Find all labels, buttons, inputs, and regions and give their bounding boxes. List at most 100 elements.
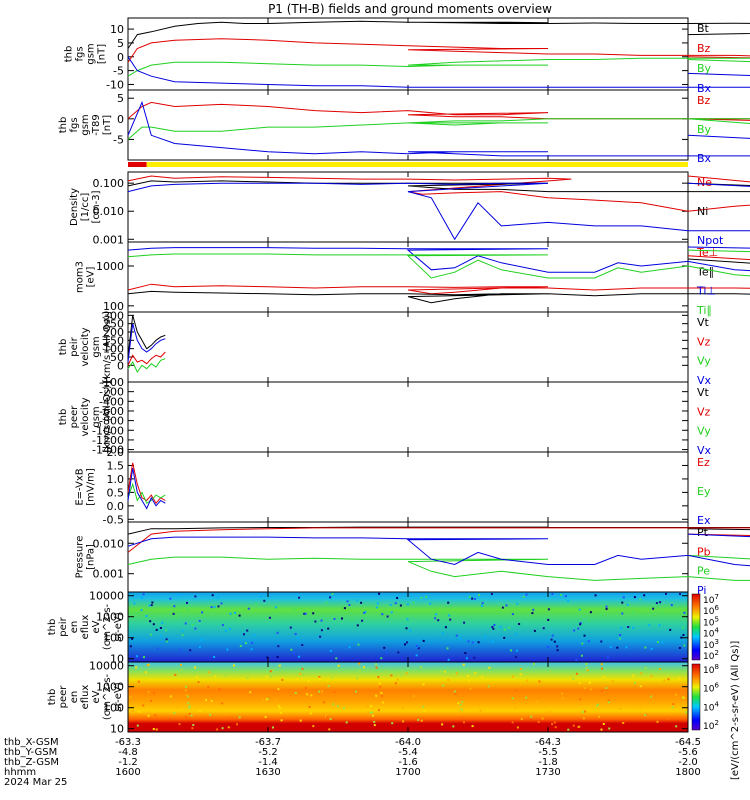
legend-entry: Pb bbox=[697, 545, 711, 558]
axis-row-label: hhmm bbox=[4, 767, 36, 778]
legend-entry: Ti∥ bbox=[696, 304, 712, 317]
spectrogram-cell bbox=[551, 723, 554, 726]
spectrogram-cell bbox=[655, 602, 658, 604]
spectrogram-cell bbox=[579, 623, 582, 626]
y-axis-label: thb bbox=[58, 339, 69, 356]
spectrogram-cell bbox=[656, 720, 659, 723]
spectrogram-cell bbox=[377, 709, 380, 712]
spectrogram-cell bbox=[307, 680, 310, 683]
spectrogram-cell bbox=[159, 627, 162, 629]
spectrogram-cell bbox=[643, 594, 646, 597]
spectrogram-cell bbox=[381, 613, 384, 616]
spectrogram-cell bbox=[510, 649, 513, 652]
spectrogram-cell bbox=[343, 707, 345, 710]
spectrogram-cell bbox=[581, 711, 584, 713]
spectrogram-cell bbox=[639, 598, 642, 601]
y-axis-label: [mV/m] bbox=[86, 468, 97, 506]
panel-6: -1400-1200-1000-800-600-400-200 thb peer ve… bbox=[58, 381, 712, 457]
spectrogram-cell bbox=[560, 593, 562, 596]
spectrogram-cell bbox=[331, 676, 334, 679]
spectrogram-cell bbox=[577, 627, 580, 630]
legend-entry: Bz bbox=[697, 94, 711, 107]
spectrogram-cell bbox=[525, 593, 528, 596]
spectrogram-cell bbox=[210, 699, 213, 702]
series-line-Bt bbox=[127, 20, 750, 49]
y-tick-label: 100 bbox=[103, 702, 124, 715]
status-bar-yellow bbox=[146, 162, 688, 167]
spectrogram-cell bbox=[621, 612, 624, 615]
spectrogram-cell bbox=[178, 611, 181, 614]
spectrogram-cell bbox=[394, 712, 397, 715]
spectrogram-cell bbox=[325, 601, 328, 604]
spectrogram-cell bbox=[561, 692, 563, 695]
series-line-Pb bbox=[127, 527, 750, 553]
spectrogram-cell bbox=[394, 673, 397, 676]
spectrogram-cell bbox=[477, 641, 480, 644]
axis-tick-value: -1.2 bbox=[118, 757, 138, 768]
spectrogram-cell bbox=[169, 695, 172, 698]
spectrogram-cell bbox=[446, 647, 449, 650]
y-tick-label: -5 bbox=[113, 65, 124, 78]
spectrogram-cell bbox=[332, 703, 335, 706]
spectrogram-cell bbox=[531, 612, 534, 615]
spectrogram-cell bbox=[327, 627, 330, 630]
spectrogram-cell bbox=[224, 629, 227, 632]
axis-tick-value: -64.5 bbox=[675, 737, 701, 748]
y-tick-label: 150 bbox=[103, 334, 124, 347]
spectrogram-cell bbox=[588, 682, 591, 684]
spectrogram-cell bbox=[551, 593, 554, 596]
spectrogram-cell bbox=[675, 693, 677, 696]
y-tick-label: 1000 bbox=[96, 260, 124, 273]
spectrogram-cell bbox=[425, 595, 428, 598]
spectrogram-cell bbox=[600, 663, 603, 666]
y-axis-label: [km/s (All Qs)] bbox=[102, 381, 113, 453]
spectrogram-cell bbox=[596, 704, 598, 707]
legend-entry: By bbox=[697, 123, 712, 136]
spectrogram-cell bbox=[441, 723, 444, 726]
axis-tick-value: -5.5 bbox=[538, 747, 558, 758]
spectrogram-cell bbox=[462, 716, 465, 719]
spectrogram-cell bbox=[554, 726, 557, 729]
spectrogram-cell bbox=[161, 621, 164, 624]
series-line-Vz bbox=[127, 351, 166, 366]
spectrogram-cell bbox=[467, 679, 470, 682]
series-line-Pt bbox=[127, 526, 750, 535]
spectrogram-cell bbox=[439, 670, 442, 673]
spectrogram-cell bbox=[582, 717, 585, 720]
spectrogram-cell bbox=[129, 645, 132, 648]
spectrogram-cell bbox=[361, 619, 364, 622]
spectrogram-cell bbox=[146, 664, 149, 667]
spectrogram-cell bbox=[541, 717, 544, 720]
spectrogram-cell bbox=[213, 605, 216, 608]
spectrogram-cell bbox=[501, 606, 504, 609]
spectrogram-cell bbox=[277, 705, 280, 708]
spectrogram-cell bbox=[336, 705, 339, 708]
y-tick-label: 0.5 bbox=[107, 486, 125, 499]
axis-row-label: 2024 Mar 25 bbox=[4, 777, 67, 788]
y-axis-label: eflux bbox=[80, 685, 91, 710]
y-axis-label: gsm bbox=[80, 114, 91, 135]
spectrogram-cell bbox=[373, 724, 376, 727]
spectrogram-cell bbox=[305, 687, 307, 689]
spectrogram-cell bbox=[269, 670, 272, 673]
spectrogram-cell bbox=[608, 701, 610, 704]
spectrogram-cell bbox=[397, 651, 400, 654]
spectrogram-cell bbox=[189, 649, 192, 652]
spectrogram-cell bbox=[505, 604, 508, 607]
spectrogram-cell bbox=[253, 634, 256, 636]
spectrogram-cell bbox=[341, 617, 343, 620]
y-axis-label: eV bbox=[91, 620, 102, 633]
spectrogram-cell bbox=[520, 718, 523, 720]
spectrogram-cell bbox=[356, 677, 359, 680]
spectrogram-cell bbox=[455, 672, 458, 675]
spectrogram-cell bbox=[632, 626, 635, 629]
spectrogram-cell bbox=[658, 624, 661, 627]
spectrogram-cell bbox=[514, 706, 517, 709]
y-axis-label: thb bbox=[58, 409, 69, 426]
spectrogram-cell bbox=[173, 712, 176, 715]
spectrogram-cell bbox=[627, 626, 630, 628]
